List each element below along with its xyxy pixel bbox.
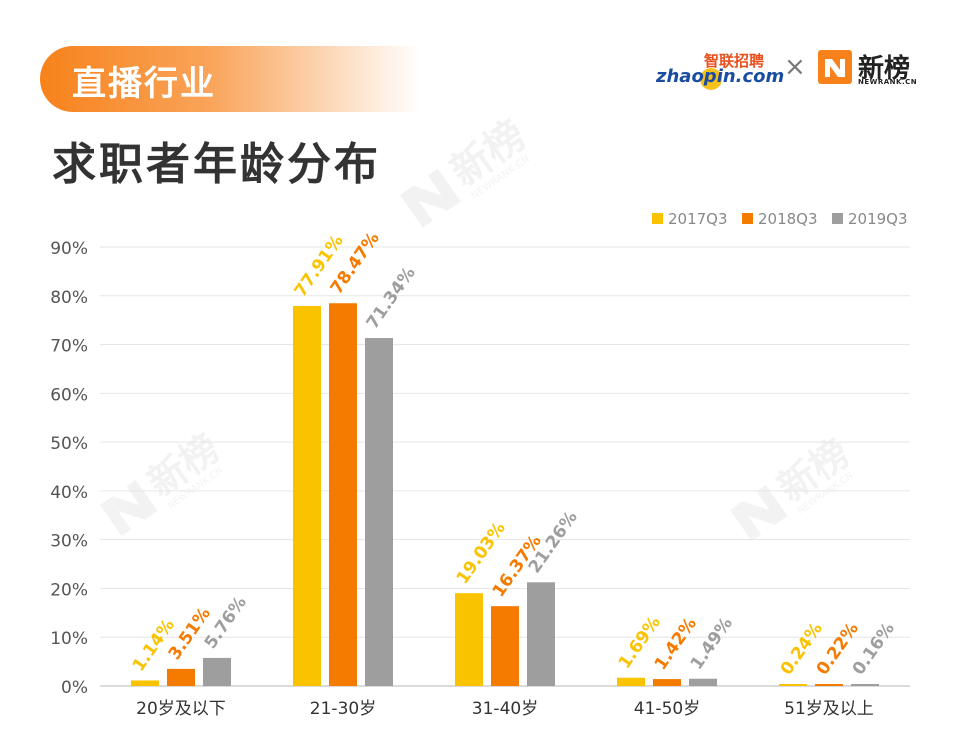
x-tick-label: 51岁及以上 [784, 699, 874, 719]
bar [617, 677, 645, 686]
chart-title: 求职者年龄分布 [52, 139, 381, 190]
bar [815, 684, 843, 686]
newrank-logo-cn: 新榜 [858, 54, 911, 84]
bar [329, 303, 357, 686]
bar [689, 678, 717, 686]
watermark-mark-icon [730, 484, 788, 542]
y-tick-label: 30% [50, 532, 88, 552]
bar [527, 582, 555, 686]
y-tick-label: 0% [61, 678, 88, 698]
bar [455, 593, 483, 686]
y-tick-label: 70% [50, 337, 88, 357]
watermark-mark-icon [100, 479, 158, 537]
bar [203, 657, 231, 686]
y-tick-label: 10% [50, 629, 88, 649]
y-tick-label: 20% [50, 580, 88, 600]
watermark-mark-icon [400, 168, 461, 228]
newrank-logo-en: NEWRANK.CN [858, 78, 918, 86]
zhaopin-logo-cn: 智联招聘 [703, 52, 764, 70]
data-label: 71.34% [363, 263, 420, 332]
bar [131, 680, 159, 686]
bar [293, 305, 321, 686]
legend-label: 2017Q3 [668, 210, 728, 228]
times-icon: × [784, 52, 806, 82]
y-tick-label: 60% [50, 385, 88, 405]
x-tick-label: 41-50岁 [634, 699, 700, 719]
y-tick-label: 50% [50, 434, 88, 454]
bar [779, 684, 807, 686]
category-banner [40, 46, 420, 112]
bar [851, 684, 879, 686]
legend-swatch [742, 213, 753, 224]
legend-label: 2018Q3 [758, 210, 818, 228]
bar [365, 338, 393, 686]
legend-swatch [652, 213, 663, 224]
y-tick-label: 90% [50, 239, 88, 259]
x-tick-label: 21-30岁 [310, 699, 376, 719]
y-tick-label: 80% [50, 288, 88, 308]
newrank-logo: 新榜 NEWRANK.CN [818, 50, 918, 90]
legend-label: 2019Q3 [848, 210, 908, 228]
category-label: 直播行业 [72, 64, 216, 104]
bar [491, 606, 519, 686]
y-tick-label: 40% [50, 483, 88, 503]
legend-swatch [832, 213, 843, 224]
x-tick-label: 31-40岁 [472, 699, 538, 719]
zhaopin-logo: 智联招聘 zhaopin.com [656, 50, 784, 90]
bar [653, 679, 681, 686]
x-tick-label: 20岁及以下 [136, 699, 226, 719]
bar [167, 668, 195, 686]
zhaopin-logo-en: zhaopin.com [656, 66, 785, 87]
newrank-mark-icon [818, 50, 852, 84]
